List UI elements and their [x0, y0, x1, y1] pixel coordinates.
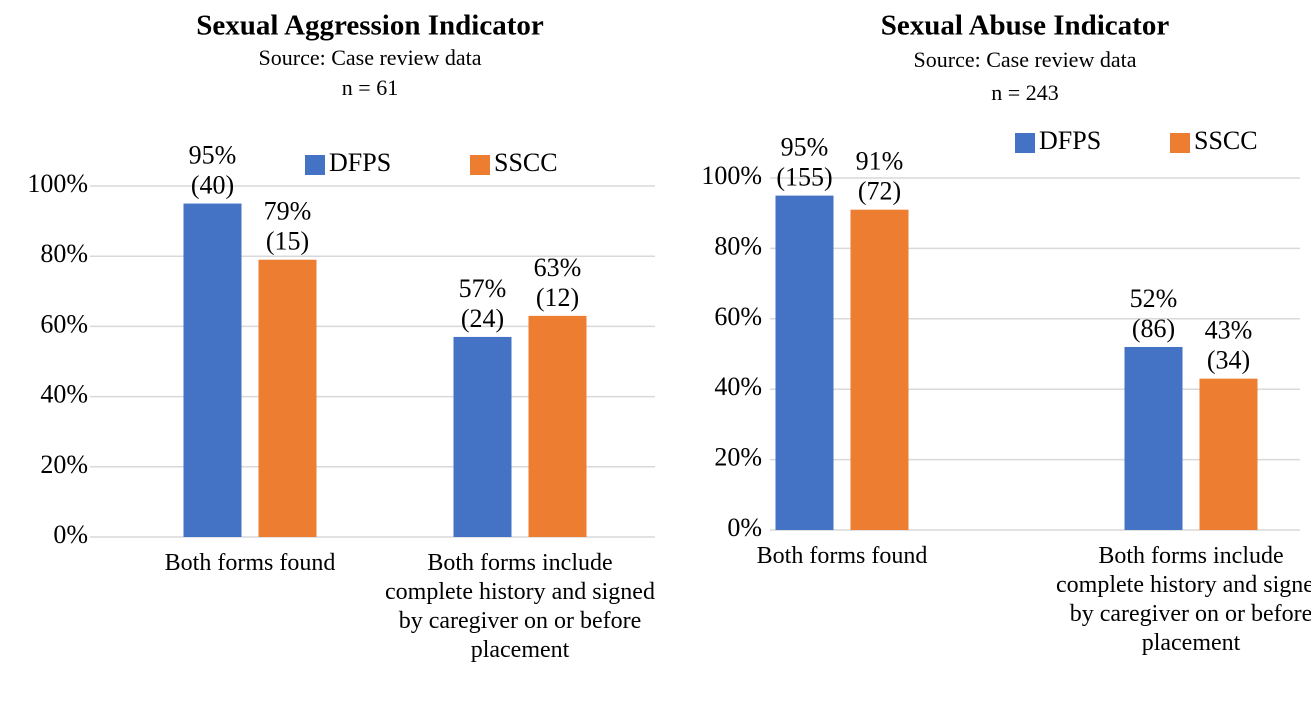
value-label: 63% — [534, 253, 582, 282]
chart-subtitle: Source: Case review data — [914, 47, 1137, 72]
chart-title: Sexual Aggression Indicator — [196, 10, 544, 42]
x-tick-label: Both forms found — [756, 543, 928, 569]
bar — [1199, 378, 1258, 530]
count-label: (34) — [1207, 346, 1250, 375]
count-label: (15) — [266, 227, 309, 256]
bar — [775, 195, 834, 530]
x-tick-label-box: Both forms include complete history and … — [1056, 543, 1311, 656]
x-tick-label-box: Both forms include complete history and … — [385, 550, 655, 663]
x-tick-label: Both forms include complete history and … — [1056, 543, 1311, 656]
count-label: (40) — [191, 171, 234, 200]
count-label: (86) — [1132, 314, 1175, 343]
value-label: 52% — [1130, 284, 1178, 313]
y-tick-label: 0% — [53, 520, 88, 549]
value-label: 57% — [459, 274, 507, 303]
chart-subtitle: n = 61 — [342, 75, 398, 100]
legend-swatch — [1015, 133, 1035, 153]
y-tick-label: 80% — [40, 239, 88, 268]
chart-title: Sexual Abuse Indicator — [881, 10, 1170, 42]
value-label: 79% — [264, 197, 312, 226]
bar — [1124, 346, 1183, 530]
chart-subtitle: Source: Case review data — [259, 45, 482, 70]
bar — [850, 209, 909, 530]
legend-label: SSCC — [1194, 126, 1258, 155]
bar — [453, 336, 512, 537]
y-tick-label: 100% — [27, 169, 88, 198]
y-tick-label: 0% — [727, 513, 762, 542]
legend-swatch — [305, 155, 325, 175]
value-label: 91% — [856, 147, 904, 176]
y-tick-label: 20% — [714, 443, 762, 472]
legend-swatch — [470, 155, 490, 175]
count-label: (72) — [858, 177, 901, 206]
y-tick-label: 100% — [701, 161, 762, 190]
legend-swatch — [1170, 133, 1190, 153]
bar — [258, 259, 317, 537]
count-label: (12) — [536, 283, 579, 312]
value-label: 43% — [1205, 316, 1253, 345]
x-tick-label-box: Both forms found — [756, 543, 928, 569]
legend-label: DFPS — [1039, 126, 1101, 155]
value-label: 95% — [189, 141, 237, 170]
y-tick-label: 40% — [714, 372, 762, 401]
value-label: 95% — [781, 133, 829, 162]
y-tick-label: 80% — [714, 231, 762, 260]
count-label: (24) — [461, 304, 504, 333]
legend-label: DFPS — [329, 148, 391, 177]
y-tick-label: 60% — [40, 309, 88, 338]
x-tick-label-box: Both forms found — [164, 550, 336, 576]
x-tick-label: Both forms found — [164, 550, 336, 576]
bar — [528, 315, 587, 537]
chart-subtitle: n = 243 — [991, 80, 1058, 105]
y-tick-label: 60% — [714, 302, 762, 331]
y-tick-label: 40% — [40, 380, 88, 409]
count-label: (155) — [776, 163, 832, 192]
x-tick-label: Both forms include complete history and … — [385, 550, 655, 663]
legend-label: SSCC — [494, 148, 558, 177]
bar — [183, 203, 242, 538]
y-tick-label: 20% — [40, 450, 88, 479]
